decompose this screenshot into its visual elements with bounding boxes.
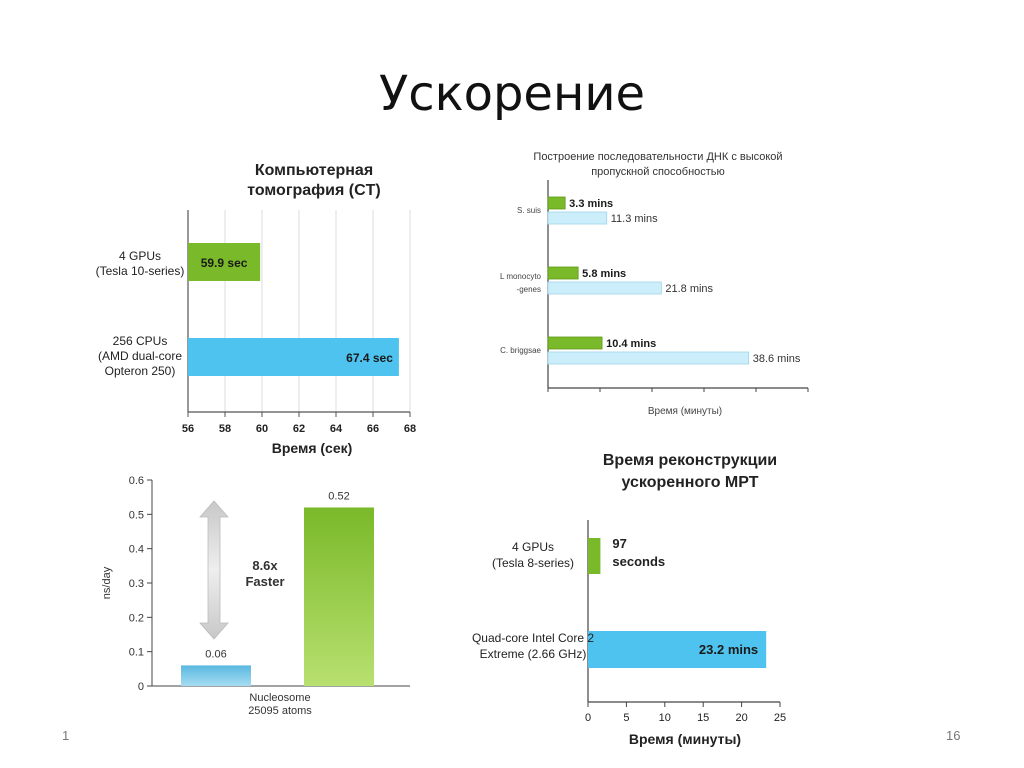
dna-category-label: C. briggsae xyxy=(500,346,541,355)
dna-bar xyxy=(547,336,603,350)
namd-tick-label: 0.4 xyxy=(129,544,144,556)
dna-title: Построение последовательности ДНК с высо… xyxy=(533,151,782,163)
namd-annotation: 8.6x xyxy=(252,558,278,573)
namd-bar xyxy=(181,665,251,686)
mri-title: Время реконструкции xyxy=(603,452,777,469)
ct-category-label: 256 CPUs xyxy=(113,334,168,348)
dna-x-axis-label: Время (минуты) xyxy=(648,406,722,417)
namd-value-label: 0.06 xyxy=(205,648,226,660)
dna-value-label: 3.3 mins xyxy=(569,198,613,210)
mri-x-axis-label: Время (минуты) xyxy=(629,731,741,747)
ct-tick-label: 60 xyxy=(256,423,268,435)
dna-bar xyxy=(547,196,566,210)
ct-tick-label: 68 xyxy=(404,423,416,435)
ct-title: томография (CT) xyxy=(247,182,381,199)
ct-tick-label: 64 xyxy=(330,423,343,435)
namd-category-label: Nucleosome xyxy=(249,692,310,704)
ct-value-label: 59.9 sec xyxy=(201,256,248,270)
mri-tick-label: 5 xyxy=(623,712,629,724)
ct-tick-label: 62 xyxy=(293,423,305,435)
dna-title: пропускной способностью xyxy=(591,166,725,178)
mri-bar xyxy=(588,538,601,574)
ct-tick-label: 66 xyxy=(367,423,379,435)
ct-chart: Компьютерная томография (CT) 56 58 60 62 64 66 6… xyxy=(92,135,422,468)
mri-category-label: Extreme (2.66 GHz) xyxy=(480,647,587,661)
ct-chart-svg: Компьютерная томография (CT) 56 58 60 62 64 66 6… xyxy=(96,162,416,456)
namd-category-label: 25095 atoms xyxy=(248,705,312,717)
mri-tick-label: 25 xyxy=(774,712,786,724)
mri-tick-label: 0 xyxy=(585,712,591,724)
namd-tick-label: 0.6 xyxy=(129,475,144,487)
dna-value-label: 38.6 mins xyxy=(753,353,801,365)
slide-title: Ускорение xyxy=(378,66,646,122)
mri-title: ускоренного МРТ xyxy=(622,474,759,491)
dna-bar xyxy=(547,266,579,280)
dna-category-label: L monocyto xyxy=(500,272,542,281)
namd-tick-label: 0.5 xyxy=(129,509,144,521)
ct-category-label: (AMD dual-core xyxy=(98,349,182,363)
dna-value-label: 11.3 mins xyxy=(611,213,658,225)
namd-y-axis-label: ns/day xyxy=(101,566,113,599)
mri-category-label: (Tesla 8-series) xyxy=(492,556,574,570)
ct-category-label: 4 GPUs xyxy=(119,249,161,263)
ct-value-label: 67.4 sec xyxy=(346,351,393,365)
mri-chart: Время реконструкции ускоренного МРТ 0 5 10 15… xyxy=(455,440,800,750)
mri-bar xyxy=(588,631,767,668)
faster-arrow-icon xyxy=(199,500,229,640)
namd-tick-label: 0.2 xyxy=(129,612,144,624)
namd-annotation: Faster xyxy=(245,574,284,589)
namd-bar xyxy=(304,507,374,686)
namd-tick-label: 0.3 xyxy=(129,578,144,590)
ct-tick-label: 58 xyxy=(219,423,231,435)
dna-category-label: -genes xyxy=(517,285,541,294)
dna-bar xyxy=(547,351,750,365)
mri-category-label: 4 GPUs xyxy=(512,540,554,554)
dna-value-label: 10.4 mins xyxy=(606,338,656,350)
ct-title: Компьютерная xyxy=(255,162,373,179)
mri-value-label: 23.2 mins xyxy=(699,642,758,657)
dna-bar xyxy=(547,281,662,295)
namd-value-label: 0.52 xyxy=(328,490,349,502)
slide-number-right: 16 xyxy=(946,728,961,743)
ct-bar xyxy=(188,338,399,376)
ct-tick-label: 56 xyxy=(182,423,194,435)
dna-category-label: S. suis xyxy=(517,206,541,215)
ct-category-label: (Tesla 10-series) xyxy=(96,264,185,278)
namd-chart-svg: 0 0.1 0.2 0.3 0.4 0.5 0.6 ns/day 0.06 0.52 8.6xFas… xyxy=(101,475,410,717)
dna-chart: Построение последовательности ДНК с высо… xyxy=(480,140,825,425)
dna-value-label: 21.8 mins xyxy=(665,283,713,295)
mri-tick-label: 15 xyxy=(697,712,709,724)
ct-category-label: Opteron 250) xyxy=(105,364,176,378)
namd-chart: 0 0.1 0.2 0.3 0.4 0.5 0.6 ns/day 0.06 0.52 8.6x Fas… xyxy=(92,465,422,723)
dna-value-label: 5.8 mins xyxy=(582,268,626,280)
ct-bar xyxy=(188,243,261,281)
mri-tick-label: 20 xyxy=(735,712,747,724)
mri-value-label: seconds xyxy=(612,554,665,569)
ct-x-axis-label: Время (сек) xyxy=(272,440,353,456)
dna-chart-svg: Построение последовательности ДНК с высо… xyxy=(500,151,809,417)
mri-tick-label: 10 xyxy=(659,712,671,724)
mri-category-label: Quad-core Intel Core 2 xyxy=(472,631,594,645)
slide-number-left: 1 xyxy=(62,728,70,743)
namd-tick-label: 0.1 xyxy=(129,647,144,659)
mri-value-label: 97 xyxy=(612,536,626,551)
dna-bar xyxy=(547,211,608,225)
mri-chart-svg: Время реконструкции ускоренного МРТ 0 5 10 15… xyxy=(472,452,786,747)
namd-tick-label: 0 xyxy=(138,681,144,693)
